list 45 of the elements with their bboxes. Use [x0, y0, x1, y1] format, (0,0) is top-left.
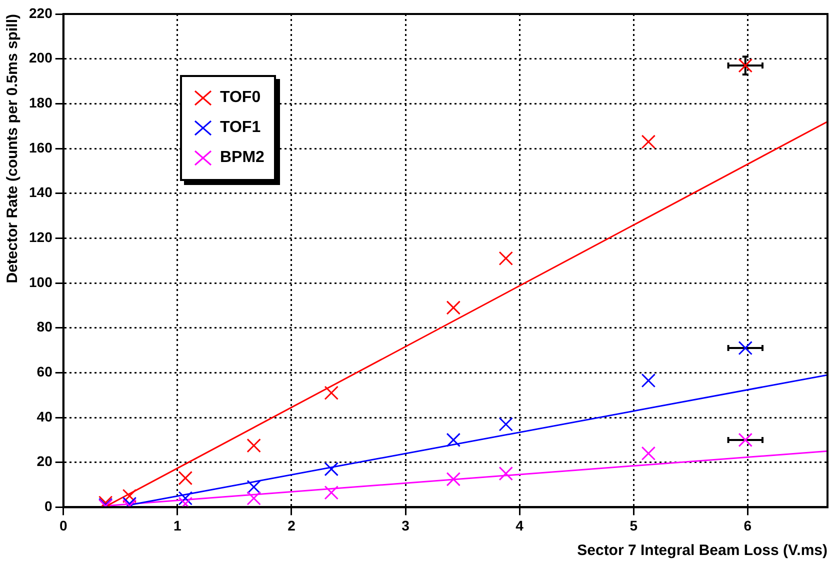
- x-axis-title: Sector 7 Integral Beam Loss (V.ms): [577, 542, 828, 560]
- point: [324, 486, 338, 500]
- x-tick-label: 0: [59, 517, 68, 534]
- point: [122, 488, 137, 504]
- legend-label: BPM2: [220, 149, 264, 167]
- point: [446, 472, 461, 486]
- legend-label: TOF0: [220, 89, 261, 107]
- y-tick-label: 0: [44, 498, 53, 514]
- point: [324, 462, 338, 476]
- point: [246, 480, 261, 494]
- y-tick-label: 220: [29, 4, 53, 21]
- point: [324, 386, 338, 400]
- x-tick-label: 1: [174, 517, 182, 534]
- y-tick-label: 140: [29, 184, 53, 200]
- point: [246, 438, 261, 453]
- point: [246, 491, 261, 506]
- y-tick-label: 200: [29, 50, 53, 66]
- point: [498, 466, 513, 481]
- x-tick-label: 6: [744, 517, 752, 534]
- y-tick-label: 180: [29, 94, 53, 111]
- point: [641, 134, 656, 149]
- y-tick-label: 100: [29, 274, 53, 290]
- point: [178, 491, 193, 506]
- point: [498, 251, 513, 266]
- y-tick-label: 120: [29, 229, 53, 246]
- point: [498, 417, 513, 432]
- legend-label: TOF1: [220, 119, 261, 137]
- y-tick-label: 60: [36, 364, 53, 380]
- x-tick-label: 4: [516, 517, 524, 534]
- y-tick-label: 20: [36, 453, 53, 470]
- point: [738, 58, 752, 73]
- x-tick-label: 2: [288, 517, 296, 534]
- point: [446, 300, 461, 315]
- y-tick-label: 80: [36, 318, 53, 335]
- y-axis-title: Detector Rate (counts per 0.5ms spill): [4, 14, 22, 284]
- y-tick-label: 40: [36, 408, 53, 424]
- point: [738, 432, 752, 448]
- point: [738, 340, 752, 356]
- point: [641, 446, 656, 461]
- x-tick-label: 5: [630, 517, 638, 534]
- x-tick-label: 3: [402, 517, 410, 534]
- point: [446, 432, 461, 448]
- point: [641, 373, 656, 388]
- point: [178, 470, 193, 486]
- y-tick-label: 160: [29, 139, 53, 156]
